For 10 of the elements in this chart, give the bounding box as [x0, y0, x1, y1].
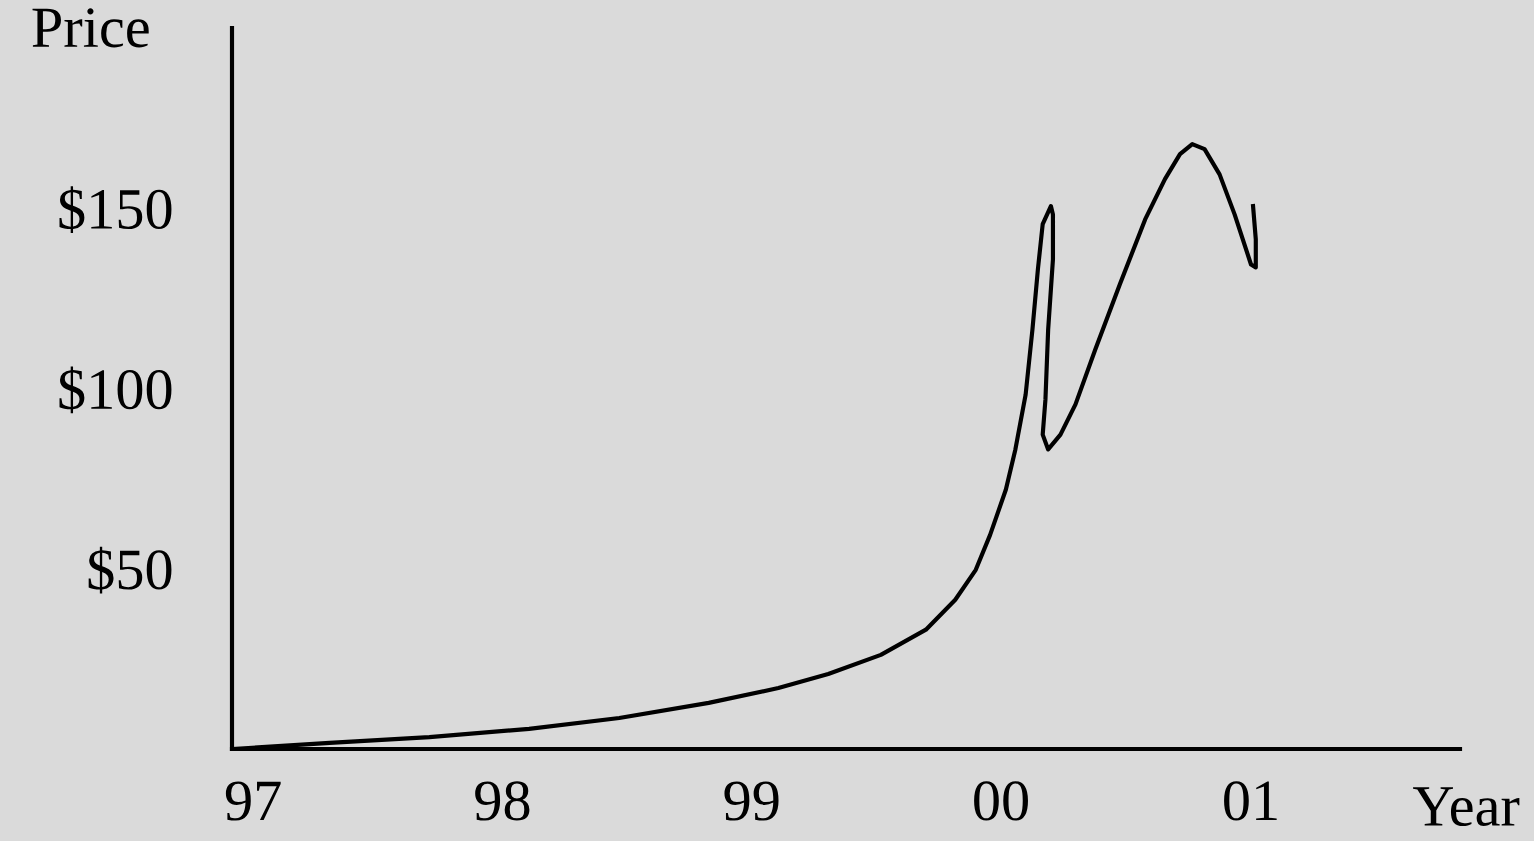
y-tick-label: $150 — [59, 186, 172, 233]
x-tick-label: 00 — [974, 781, 1028, 821]
x-tick-label: 99 — [724, 781, 779, 821]
x-tick-label: 97 — [225, 781, 281, 821]
y-tick-label: $100 — [59, 366, 172, 414]
y-axis-title: Price — [32, 8, 149, 48]
x-tick-label: 01 — [1224, 781, 1277, 821]
x-tick-label: 98 — [475, 781, 530, 821]
y-tick-label: $50 — [88, 546, 172, 594]
x-axis-title: Year — [1413, 787, 1520, 827]
